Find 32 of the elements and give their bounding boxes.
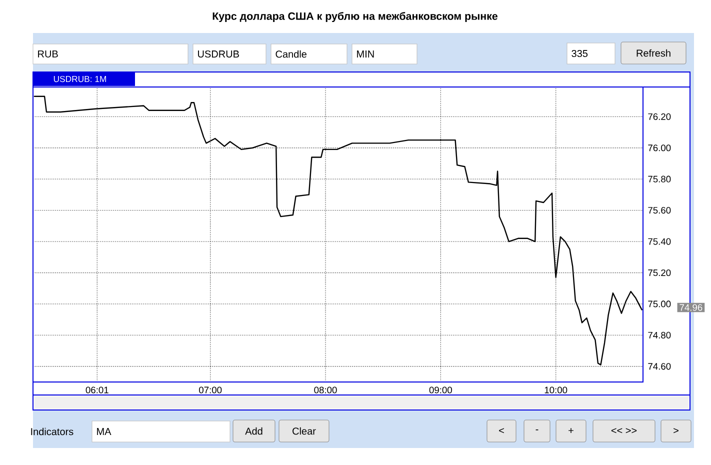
y-tick-label: 74.60 [648,363,671,370]
x-tick-label: 08:00 [314,386,337,394]
text: Indicators [31,428,74,436]
x-tick-label: 09:00 [429,386,452,394]
y-tick-label: 76.00 [648,144,671,152]
text: 335 [572,50,588,58]
text: Add [245,427,262,435]
text: MIN [357,50,374,58]
text: RUB [38,50,58,58]
x-tick-label: 06:01 [86,386,108,394]
text: MA [97,428,112,435]
text: USDRUB: 1M [54,76,106,82]
x-tick-label: 10:00 [544,386,568,394]
text: 74.96 [680,304,702,311]
text: + [568,428,574,434]
text: Clear [292,427,316,435]
y-tick-label: 75.20 [648,269,671,276]
chart-title: Курс доллара США к рублю на межбанковском рынке [212,12,498,22]
text: < [499,428,504,434]
y-tick-label: 75.40 [648,238,671,245]
y-tick-label: 74.80 [648,332,671,338]
text: - [536,429,538,430]
text: > [674,428,678,434]
x-tick-label: 07:00 [199,386,222,394]
y-tick-label: 75.00 [648,300,671,308]
text: Candle [276,50,307,58]
text: << >> [611,428,637,434]
text: USDRUB [198,50,239,58]
y-tick-label: 75.60 [648,207,671,214]
y-tick-label: 76.20 [648,113,671,120]
text: Refresh [636,49,670,57]
y-tick-label: 75.80 [648,176,671,182]
